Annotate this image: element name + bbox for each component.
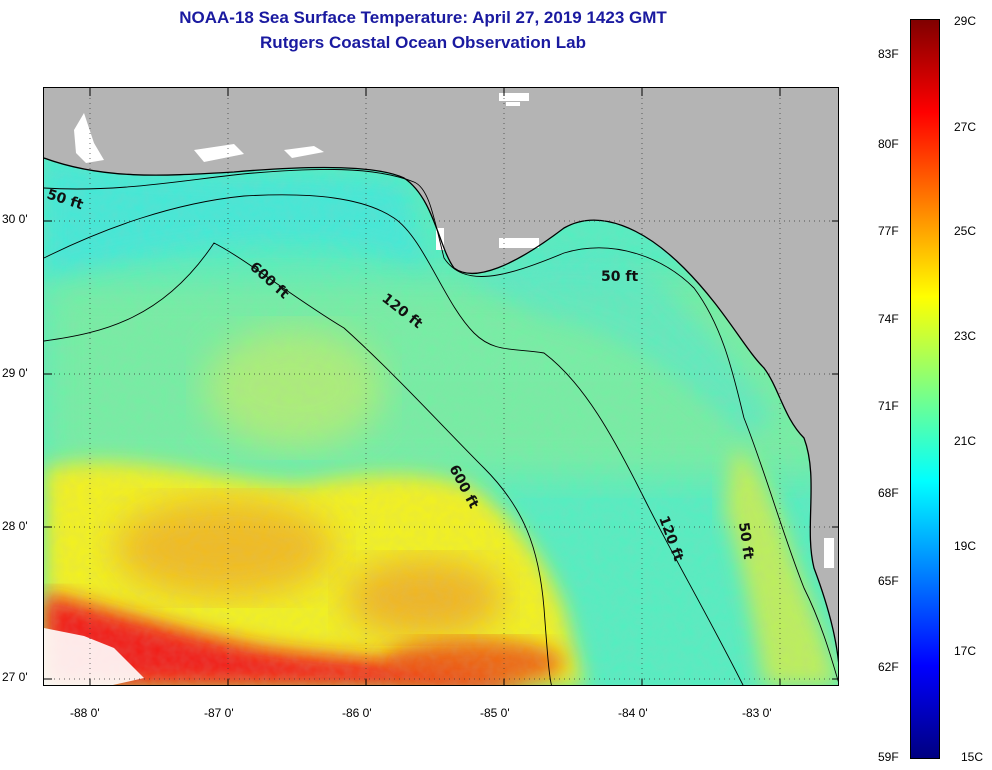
frame-ticks — [44, 88, 838, 685]
colorbar-celsius-label: 25C — [954, 224, 977, 238]
map-title: NOAA-18 Sea Surface Temperature: April 2… — [179, 8, 667, 27]
colorbar-fahrenheit-label: 74F — [878, 312, 899, 326]
lon-tick-label: -84 0' — [618, 706, 648, 720]
lat-tick-label: 27 0' — [2, 670, 28, 684]
colorbar-celsius-label: 15C — [961, 750, 984, 764]
sst-map-canvas: 50 ft 600 ft 120 ft 50 ft 600 ft 120 ft … — [44, 88, 838, 685]
coastline — [44, 157, 838, 664]
isobath-label: 50 ft — [735, 521, 756, 560]
lon-tick-label: -85 0' — [480, 706, 510, 720]
lon-tick-label: -83 0' — [742, 706, 772, 720]
isobath-lines — [44, 168, 838, 685]
colorbar-fahrenheit-label: 62F — [878, 660, 899, 674]
colorbar-fahrenheit-label: 65F — [878, 574, 899, 588]
colorbar-fahrenheit-label: 68F — [878, 486, 899, 500]
colorbar-fahrenheit-label: 59F — [878, 750, 899, 764]
colorbar-fahrenheit-label: 80F — [878, 137, 899, 151]
colorbar-celsius-label: 17C — [954, 644, 977, 658]
lon-tick-label: -87 0' — [204, 706, 234, 720]
colorbar-fahrenheit-label: 71F — [878, 399, 899, 413]
lat-tick-label: 28 0' — [2, 519, 28, 533]
lon-tick-label: -88 0' — [70, 706, 100, 720]
temperature-colorbar — [910, 19, 940, 759]
colorbar-fahrenheit-label: 83F — [878, 47, 899, 61]
colorbar-celsius-label: 21C — [954, 434, 977, 448]
colorbar-fahrenheit-label: 77F — [878, 224, 899, 238]
sst-map[interactable]: 50 ft 600 ft 120 ft 50 ft 600 ft 120 ft … — [43, 87, 839, 686]
colorbar-celsius-label: 27C — [954, 120, 977, 134]
colorbar-celsius-label: 29C — [954, 14, 977, 28]
colorbar-celsius-label: 23C — [954, 329, 977, 343]
colorbar-celsius-label: 19C — [954, 539, 977, 553]
lon-tick-label: -86 0' — [342, 706, 372, 720]
lat-tick-label: 30 0' — [2, 212, 28, 226]
map-subtitle: Rutgers Coastal Ocean Observation Lab — [260, 33, 586, 52]
isobath-label: 50 ft — [601, 269, 638, 285]
lat-tick-label: 29 0' — [2, 366, 28, 380]
